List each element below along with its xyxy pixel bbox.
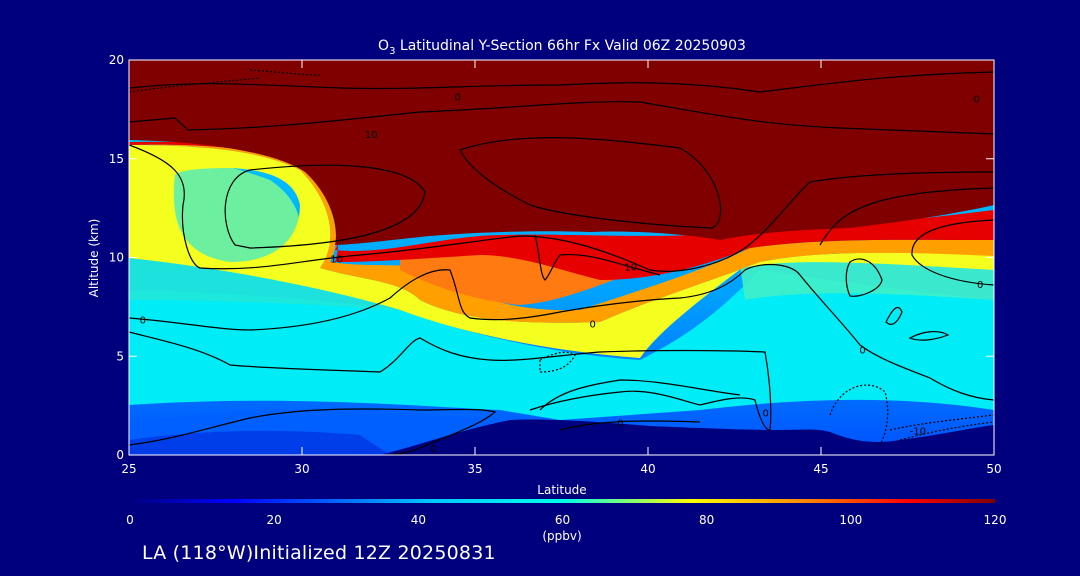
x-axis: 25 30 35 40 45 50 [121,60,1002,476]
colorbar-tick-label: 100 [839,513,862,527]
contour-label: 0 [140,316,146,327]
x-tick-label: 40 [640,462,655,476]
field-cyan-band [129,270,994,420]
contour-0-low [129,408,497,455]
contour-0-mid [129,264,994,401]
x-tick-label: 50 [986,462,1001,476]
contour-0-lower [129,331,772,431]
contour-loop-upper-mid [459,137,722,229]
colorbar-tick-label: 80 [699,513,714,527]
chart-title-prefix: O [378,38,389,54]
contour-island-3 [908,331,950,341]
contour-neg-3 [889,414,994,441]
footer-initialized-text: LA (118°W)Initialized 12Z 20250831 [142,542,496,564]
contour-0-east-upper [559,420,701,431]
contour-10-trough [534,234,661,281]
contour-loop-upper-west [224,164,426,249]
contour-labels: 0 10 10 10 0 0 0 0 0 0 0 0 -10 [140,93,984,456]
contour-label: 0 [859,345,865,356]
colorbar [130,499,995,503]
field-stratosphere [129,60,994,245]
field-red-band [129,141,994,280]
contour-label: -10 [910,426,926,437]
chart-title-subscript: 3 [389,46,395,57]
colorbar-tick-label: 120 [984,513,1007,527]
contour-0-south-low [539,379,741,411]
colorbar-label: (ppbv) [542,529,581,543]
contour-label: 0 [977,280,983,291]
colorbar-tick-label: 20 [267,513,282,527]
contour-east-loop [819,187,994,286]
field-teal-patch [129,255,400,310]
y-tick-label: 0 [116,448,124,462]
contour-label: 0 [455,93,461,104]
contour-label: 0 [762,409,768,420]
x-tick-label: 35 [467,462,482,476]
x-tick-label: 45 [813,462,828,476]
contour-label: 10 [624,262,637,273]
terrain [380,419,994,455]
contour-label: 0 [430,444,436,455]
field-blue-core [129,430,390,455]
contour-strat-top [129,71,994,93]
y-axis-label: Altitude (km) [87,219,101,298]
contour-label: 10 [365,130,378,141]
contour-label: 0 [589,320,595,331]
contour-island-2 [885,307,903,325]
y-tick-label: 20 [109,53,124,67]
contour-strat-dash [129,69,321,93]
y-tick-label: 15 [109,152,124,166]
chart-title-rest: Latitudinal Y-Section 66hr Fx Valid 06Z … [395,38,746,54]
y-tick-label: 10 [109,251,124,265]
colorbar-tick-label: 0 [126,513,134,527]
contour-lines [129,69,994,455]
colorbar-tick-label: 60 [555,513,570,527]
contour-neg-1 [539,351,576,373]
contour-label: 0 [617,418,623,429]
x-tick-label: 30 [294,462,309,476]
contour-0-east-low [529,390,771,431]
colorbar-ticks: 0 20 40 60 80 100 120 [126,513,1006,527]
y-axis: 0 5 10 15 20 [109,53,994,462]
chart-title: O3 Latitudinal Y-Section 66hr Fx Valid 0… [378,38,746,57]
contour-label: 10 [330,254,343,265]
colorbar-tick-label: 40 [411,513,426,527]
field-yellow-ring [129,145,994,358]
x-axis-label: Latitude [537,483,586,497]
contour-label: 0 [974,95,980,106]
y-tick-label: 5 [116,349,124,363]
x-tick-label: 25 [121,462,136,476]
contour-island-1 [845,258,883,297]
contour-10-tropopause [129,144,994,272]
contour-strat-mid [129,101,994,135]
